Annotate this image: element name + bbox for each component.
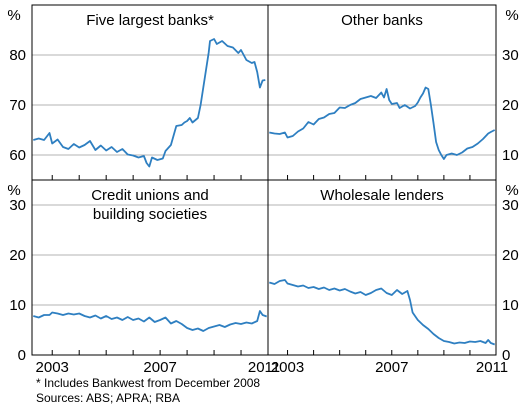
y-tick-label: 20 [502,97,519,114]
series-line [269,86,496,160]
grid-layer [32,54,496,306]
panel-title: Five largest banks* [86,12,214,29]
series-layer [33,38,496,346]
y-tick-label: 0 [18,347,26,364]
y-tick-label: 80 [9,47,26,64]
y-tick-label: 0 [502,347,510,364]
series-line [33,38,266,168]
y-tick-label: 30 [9,197,26,214]
unit-label: % [7,182,20,199]
y-tick-label: 20 [9,247,26,264]
x-tick-label: 2003 [36,359,69,376]
y-tick-label: 30 [502,197,519,214]
frame-layer [31,4,497,356]
label-layer: 60 70 80% Five largest banks* 10 20 30% Other b… [7,7,518,376]
y-tick-label: 60 [9,147,26,164]
x-tick-label: 2003 [271,359,304,376]
y-tick-label: 20 [502,247,519,264]
panel-title: Credit unions and [91,187,209,204]
footnote: * Includes Bankwest from December 2008 [36,376,261,390]
x-tick-label: 2007 [143,359,176,376]
series-line [269,279,496,346]
x-tick-label: 2011 [248,359,280,376]
panel-title: building societies [93,206,207,223]
y-tick-label: 10 [502,147,519,164]
y-tick-label: 10 [9,297,26,314]
unit-label: % [505,7,518,24]
series-line [33,310,268,332]
sources-note: Sources: ABS; APRA; RBA [36,391,181,405]
y-tick-label: 10 [502,297,519,314]
y-tick-label: 70 [9,97,26,114]
y-tick-label: 30 [502,47,519,64]
x-tick-label: 2007 [375,359,408,376]
panel-title: Other banks [341,12,423,29]
x-tick-label: 2011 [476,359,508,376]
panel-title: Wholesale lenders [320,187,443,204]
unit-label: % [7,7,20,24]
unit-label: % [505,182,518,199]
